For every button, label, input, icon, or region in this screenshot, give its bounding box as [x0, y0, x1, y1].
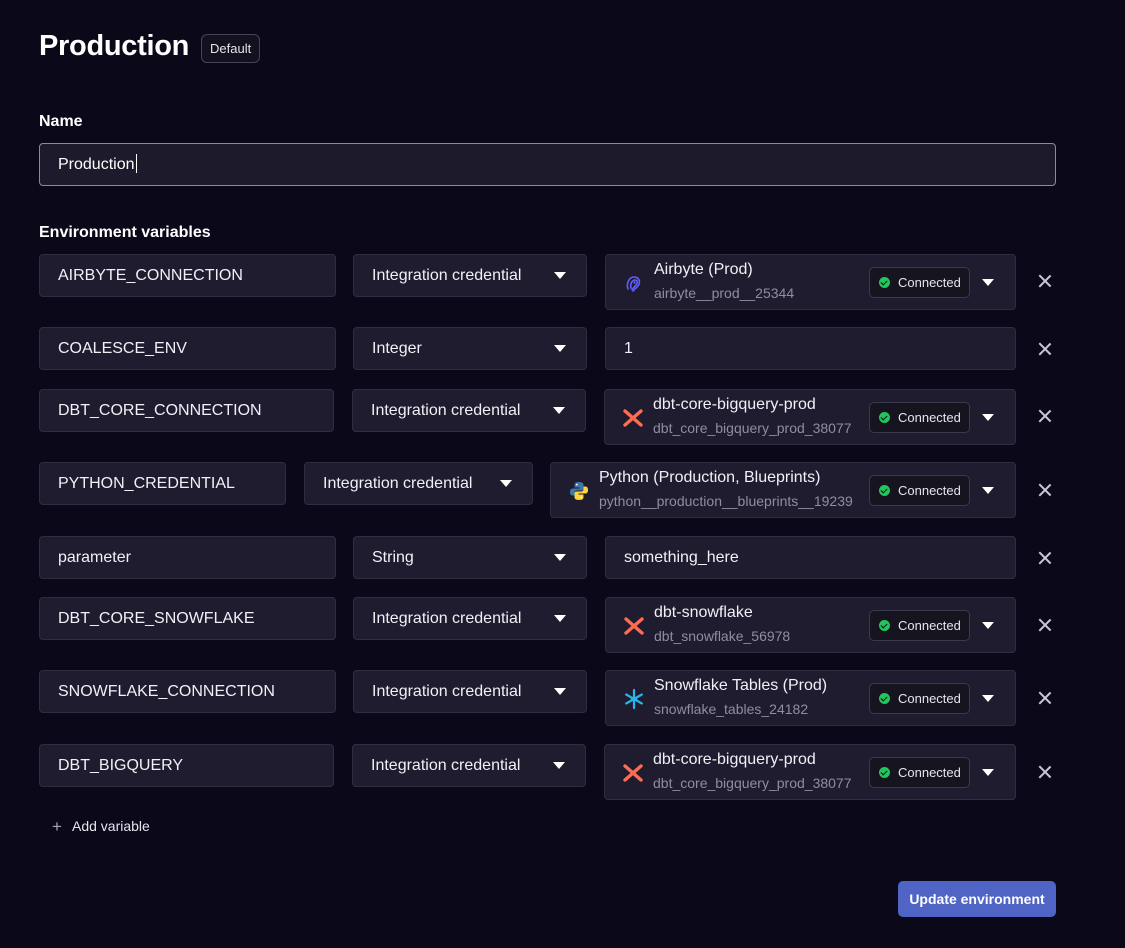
variable-type-label: Integration credential [371, 757, 521, 774]
caret-down-icon [553, 762, 565, 769]
remove-variable-button[interactable] [1038, 765, 1052, 779]
variable-type-select[interactable]: Integration credential [353, 597, 587, 640]
variable-type-select[interactable]: Integration credential [353, 670, 587, 713]
caret-down-icon [554, 272, 566, 279]
caret-down-icon[interactable] [982, 769, 994, 776]
caret-down-icon[interactable] [982, 414, 994, 421]
variable-key-input[interactable]: SNOWFLAKE_CONNECTION [39, 670, 336, 713]
variable-key-input[interactable]: parameter [39, 536, 336, 579]
variable-type-label: Integer [372, 340, 422, 357]
variable-type-label: String [372, 549, 414, 566]
check-circle-icon [879, 485, 890, 496]
python-icon [570, 482, 588, 500]
credential-id: dbt_snowflake_56978 [654, 628, 791, 644]
credential-id: python__production__blueprints__19239 [599, 493, 853, 509]
remove-variable-button[interactable] [1038, 409, 1052, 423]
credential-id: dbt_core_bigquery_prod_38077 [653, 775, 852, 791]
credential-id: airbyte__prod__25344 [654, 285, 795, 301]
credential-select[interactable]: Python (Production, Blueprints) python__… [550, 462, 1016, 518]
text-caret [135, 154, 137, 173]
check-circle-icon [879, 620, 890, 631]
caret-down-icon[interactable] [982, 279, 994, 286]
variable-type-select[interactable]: Integration credential [352, 744, 586, 787]
name-input-value: Production [58, 156, 135, 173]
remove-variable-button[interactable] [1038, 551, 1052, 565]
variable-key-input[interactable]: DBT_CORE_SNOWFLAKE [39, 597, 336, 640]
connected-status-badge: Connected [869, 267, 970, 298]
credential-select[interactable]: Airbyte (Prod) airbyte__prod__25344 Conn… [605, 254, 1016, 310]
variable-type-select[interactable]: String [353, 536, 587, 579]
remove-variable-button[interactable] [1038, 691, 1052, 705]
default-badge: Default [201, 34, 261, 63]
name-input[interactable]: Production [39, 143, 1056, 186]
check-circle-icon [879, 693, 890, 704]
credential-select[interactable]: dbt-core-bigquery-prod dbt_core_bigquery… [604, 389, 1016, 445]
environment-variables-label: Environment variables [39, 224, 211, 241]
connected-status-badge: Connected [869, 757, 970, 788]
credential-name: dbt-core-bigquery-prod [653, 751, 816, 768]
variable-type-select[interactable]: Integration credential [304, 462, 533, 505]
variable-value-input[interactable]: 1 [605, 327, 1016, 370]
variable-key-input[interactable]: AIRBYTE_CONNECTION [39, 254, 336, 297]
caret-down-icon [554, 554, 566, 561]
variable-type-select[interactable]: Integer [353, 327, 587, 370]
connected-status-badge: Connected [869, 402, 970, 433]
caret-down-icon[interactable] [982, 695, 994, 702]
connected-status-badge: Connected [869, 610, 970, 641]
snowflake-icon [625, 688, 643, 710]
remove-variable-button[interactable] [1038, 342, 1052, 356]
variable-type-label: Integration credential [372, 683, 522, 700]
dbt-icon [623, 409, 643, 427]
page-title: Production [39, 30, 190, 62]
remove-variable-button[interactable] [1038, 274, 1052, 288]
caret-down-icon [500, 480, 512, 487]
variable-value-input[interactable]: something_here [605, 536, 1016, 579]
variable-type-label: Integration credential [371, 402, 521, 419]
connected-status-badge: Connected [869, 475, 970, 506]
credential-name: Airbyte (Prod) [654, 261, 753, 278]
variable-key-input[interactable]: COALESCE_ENV [39, 327, 336, 370]
variable-type-select[interactable]: Integration credential [353, 254, 587, 297]
credential-id: snowflake_tables_24182 [654, 701, 809, 717]
credential-name: Snowflake Tables (Prod) [654, 677, 828, 694]
variable-key-input[interactable]: PYTHON_CREDENTIAL [39, 462, 286, 505]
check-circle-icon [879, 412, 890, 423]
remove-variable-button[interactable] [1038, 483, 1052, 497]
variable-type-label: Integration credential [372, 267, 522, 284]
caret-down-icon[interactable] [982, 622, 994, 629]
variable-key-input[interactable]: DBT_CORE_CONNECTION [39, 389, 334, 432]
caret-down-icon [554, 688, 566, 695]
dbt-icon [623, 764, 643, 782]
variable-type-label: Integration credential [323, 475, 473, 492]
variable-type-select[interactable]: Integration credential [352, 389, 586, 432]
check-circle-icon [879, 767, 890, 778]
variable-key-input[interactable]: DBT_BIGQUERY [39, 744, 334, 787]
credential-name: dbt-core-bigquery-prod [653, 396, 816, 413]
caret-down-icon [553, 407, 565, 414]
caret-down-icon [554, 345, 566, 352]
plus-icon: + [52, 817, 62, 836]
variable-type-label: Integration credential [372, 610, 522, 627]
caret-down-icon [554, 615, 566, 622]
credential-name: Python (Production, Blueprints) [599, 469, 821, 486]
airbyte-icon [626, 276, 641, 292]
credential-select[interactable]: dbt-core-bigquery-prod dbt_core_bigquery… [604, 744, 1016, 800]
credential-select[interactable]: Snowflake Tables (Prod) snowflake_tables… [605, 670, 1016, 726]
dbt-icon [624, 617, 644, 635]
remove-variable-button[interactable] [1038, 618, 1052, 632]
credential-select[interactable]: dbt-snowflake dbt_snowflake_56978 Connec… [605, 597, 1016, 653]
connected-status-badge: Connected [869, 683, 970, 714]
credential-name: dbt-snowflake [654, 604, 753, 621]
credential-id: dbt_core_bigquery_prod_38077 [653, 420, 852, 436]
name-label: Name [39, 113, 83, 130]
check-circle-icon [879, 277, 890, 288]
caret-down-icon[interactable] [982, 487, 994, 494]
add-variable-button[interactable]: + Add variable [52, 817, 150, 836]
update-environment-button[interactable]: Update environment [898, 881, 1056, 917]
